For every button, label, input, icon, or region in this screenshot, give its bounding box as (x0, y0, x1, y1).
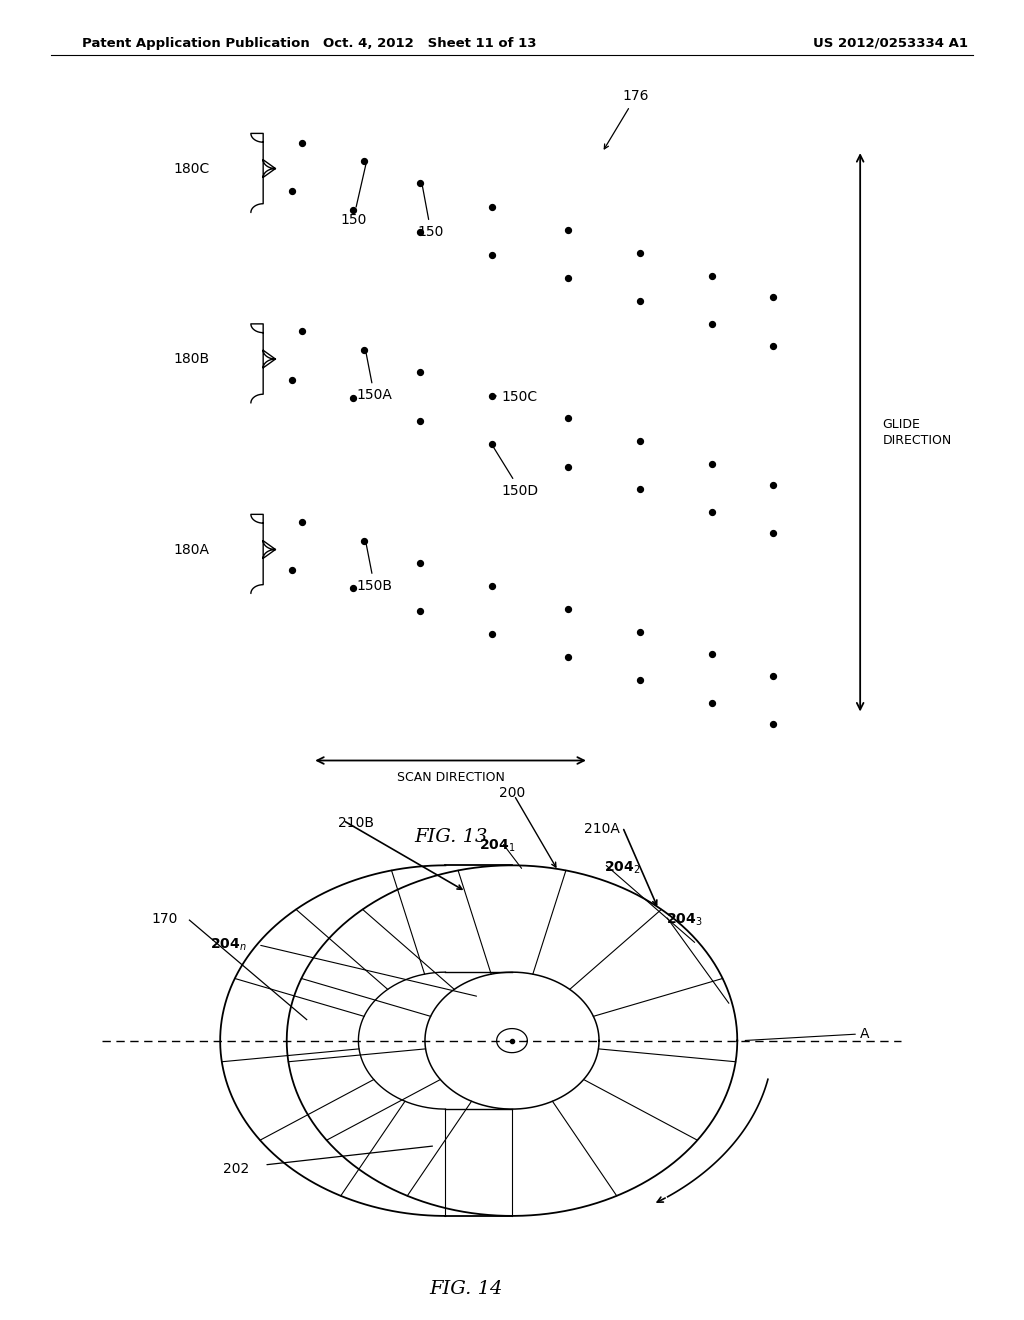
Point (703, 644, 720, 665)
Text: Oct. 4, 2012   Sheet 11 of 13: Oct. 4, 2012 Sheet 11 of 13 (324, 37, 537, 50)
Point (483, 433, 500, 454)
Point (560, 457, 577, 478)
Text: 150: 150 (418, 186, 444, 239)
Text: 176: 176 (604, 90, 649, 149)
Point (765, 335, 781, 356)
Text: A: A (860, 1027, 869, 1041)
Point (412, 173, 428, 194)
Text: 200: 200 (499, 785, 525, 800)
Text: $\mathbf{204}_3$: $\mathbf{204}_3$ (666, 912, 702, 928)
Point (765, 474, 781, 495)
Text: 210A: 210A (584, 821, 620, 836)
Point (560, 408, 577, 429)
Text: 150A: 150A (356, 352, 392, 403)
Point (483, 624, 500, 645)
Point (345, 578, 361, 599)
Point (294, 511, 310, 532)
Point (703, 502, 720, 523)
Text: 150D: 150D (493, 446, 539, 498)
Text: 150B: 150B (356, 544, 392, 593)
Point (560, 598, 577, 619)
Text: 202: 202 (223, 1163, 250, 1176)
Point (632, 479, 648, 500)
Point (412, 552, 428, 573)
Point (284, 560, 300, 581)
Point (483, 385, 500, 407)
Text: $\mathbf{204}_n$: $\mathbf{204}_n$ (210, 937, 247, 953)
Point (294, 132, 310, 153)
Text: 150: 150 (340, 164, 367, 227)
Point (765, 713, 781, 734)
Point (703, 453, 720, 474)
Point (345, 387, 361, 408)
Point (703, 692, 720, 713)
Point (632, 620, 648, 642)
Point (355, 339, 372, 360)
Text: FIG. 14: FIG. 14 (429, 1280, 503, 1298)
Text: 170: 170 (152, 912, 178, 927)
Point (412, 362, 428, 383)
Text: Patent Application Publication: Patent Application Publication (82, 37, 309, 50)
Point (284, 370, 300, 391)
Point (412, 601, 428, 622)
Point (483, 197, 500, 218)
Point (703, 313, 720, 334)
Text: 210B: 210B (338, 816, 374, 830)
Point (632, 430, 648, 451)
Text: FIG. 13: FIG. 13 (414, 828, 487, 846)
Point (483, 576, 500, 597)
Point (632, 669, 648, 690)
Point (355, 150, 372, 172)
Text: GLIDE
DIRECTION: GLIDE DIRECTION (883, 418, 952, 446)
Text: 150C: 150C (495, 391, 538, 404)
Point (632, 243, 648, 264)
Point (355, 531, 372, 552)
Text: SCAN DIRECTION: SCAN DIRECTION (396, 771, 505, 784)
Point (765, 665, 781, 686)
Point (560, 647, 577, 668)
Text: 180B: 180B (174, 352, 210, 366)
Point (765, 523, 781, 544)
Point (560, 268, 577, 289)
Point (345, 199, 361, 220)
Point (294, 321, 310, 342)
Text: 180C: 180C (174, 161, 210, 176)
Text: $\mathbf{204}_1$: $\mathbf{204}_1$ (479, 838, 516, 854)
Point (560, 219, 577, 240)
Point (412, 411, 428, 432)
Point (483, 244, 500, 265)
Text: $\mathbf{204}_2$: $\mathbf{204}_2$ (604, 859, 640, 876)
Point (765, 286, 781, 308)
Text: 180A: 180A (174, 543, 210, 557)
Point (412, 222, 428, 243)
Point (703, 265, 720, 286)
Point (284, 180, 300, 201)
Text: US 2012/0253334 A1: US 2012/0253334 A1 (813, 37, 968, 50)
Point (632, 290, 648, 312)
